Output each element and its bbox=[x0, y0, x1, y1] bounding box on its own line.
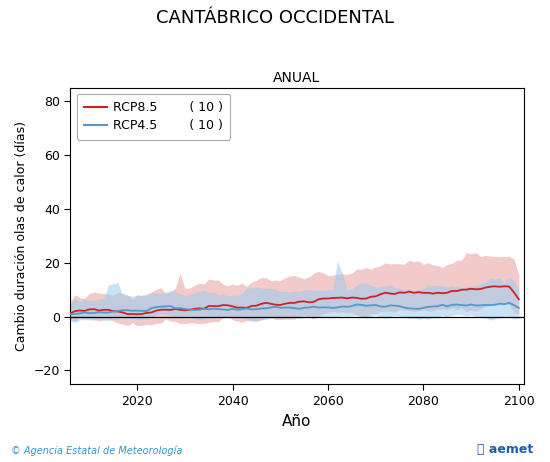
X-axis label: Año: Año bbox=[282, 413, 312, 429]
Text: © Agencia Estatal de Meteorología: © Agencia Estatal de Meteorología bbox=[11, 446, 183, 456]
Y-axis label: Cambio duración olas de calor (días): Cambio duración olas de calor (días) bbox=[15, 121, 28, 351]
Text: ⓘ aemet: ⓘ aemet bbox=[477, 444, 534, 456]
Text: CANTÁBRICO OCCIDENTAL: CANTÁBRICO OCCIDENTAL bbox=[156, 9, 394, 27]
Title: ANUAL: ANUAL bbox=[273, 71, 321, 85]
Legend: RCP8.5        ( 10 ), RCP4.5        ( 10 ): RCP8.5 ( 10 ), RCP4.5 ( 10 ) bbox=[76, 94, 230, 140]
